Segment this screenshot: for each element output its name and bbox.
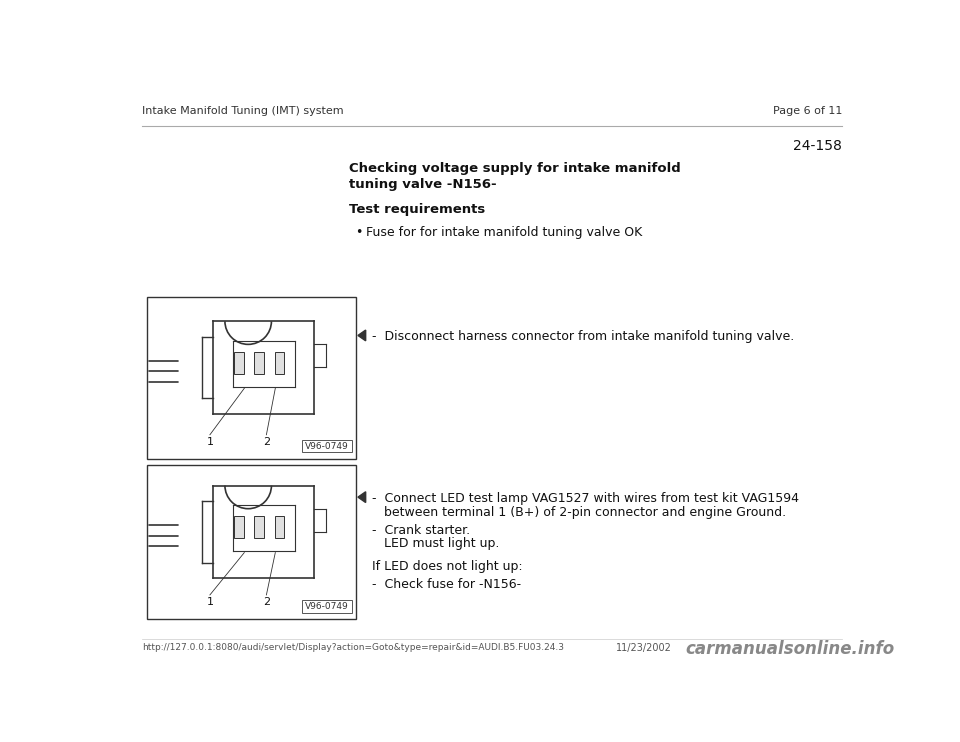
Text: 11/23/2002: 11/23/2002 (616, 643, 672, 654)
Text: 1: 1 (206, 597, 213, 607)
Bar (254, 516, 264, 538)
Text: 2: 2 (263, 597, 270, 607)
Text: -  Crank starter.: - Crank starter. (372, 524, 470, 537)
Text: http://127.0.0.1:8080/audi/servlet/Display?action=Goto&type=repair&id=AUDI.B5.FU: http://127.0.0.1:8080/audi/servlet/Displ… (142, 643, 564, 652)
Text: 1: 1 (206, 437, 213, 447)
Text: -  Disconnect harness connector from intake manifold tuning valve.: - Disconnect harness connector from inta… (372, 330, 794, 343)
Text: 2: 2 (263, 437, 270, 447)
Text: If LED does not light up:: If LED does not light up: (372, 560, 522, 574)
Text: -  Connect LED test lamp VAG1527 with wires from test kit VAG1594: - Connect LED test lamp VAG1527 with wir… (372, 492, 799, 505)
Text: Page 6 of 11: Page 6 of 11 (773, 106, 842, 116)
Bar (234, 516, 244, 538)
Bar (275, 352, 284, 374)
Bar (302, 600, 351, 613)
Bar (234, 352, 244, 374)
Text: •: • (355, 226, 362, 239)
Text: V96-0749: V96-0749 (305, 602, 348, 611)
Bar (254, 352, 264, 374)
Bar (275, 516, 284, 538)
Bar (147, 297, 356, 459)
Text: V96-0749: V96-0749 (305, 441, 348, 451)
Bar (147, 464, 356, 619)
Text: 24-158: 24-158 (793, 139, 842, 153)
Polygon shape (358, 330, 366, 341)
Text: -  Check fuse for -N156-: - Check fuse for -N156- (372, 578, 521, 591)
Text: Checking voltage supply for intake manifold: Checking voltage supply for intake manif… (348, 162, 681, 175)
Text: carmanualsonline.info: carmanualsonline.info (685, 640, 895, 658)
Text: tuning valve -N156-: tuning valve -N156- (348, 177, 496, 191)
Text: Fuse for for intake manifold tuning valve OK: Fuse for for intake manifold tuning valv… (367, 226, 642, 239)
Text: LED must light up.: LED must light up. (372, 537, 499, 550)
Text: between terminal 1 (B+) of 2-pin connector and engine Ground.: between terminal 1 (B+) of 2-pin connect… (372, 505, 786, 519)
Text: Intake Manifold Tuning (IMT) system: Intake Manifold Tuning (IMT) system (142, 106, 344, 116)
Text: Test requirements: Test requirements (348, 203, 485, 216)
Bar (302, 440, 351, 453)
Polygon shape (358, 492, 366, 502)
